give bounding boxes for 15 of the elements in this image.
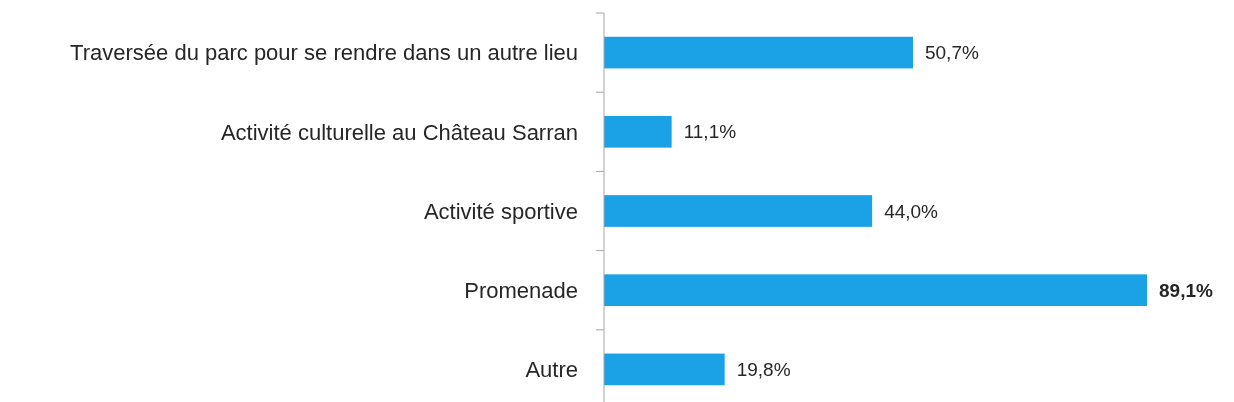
bar <box>604 115 672 148</box>
bar <box>604 274 1147 307</box>
y-tick-label: Activité sportive <box>423 198 578 224</box>
y-tick-label: Promenade <box>464 277 578 303</box>
data-label: 89,1% <box>1159 279 1213 301</box>
bar <box>604 195 873 227</box>
bar <box>604 353 725 386</box>
data-label: 50,7% <box>924 42 979 64</box>
y-tick-label: Autre <box>525 357 578 383</box>
data-label: 19,8% <box>736 359 791 381</box>
y-tick-label: Activité culturelle au Château Sarran <box>220 119 578 145</box>
bar <box>604 36 913 69</box>
data-label: 11,1% <box>683 121 737 143</box>
y-tick-label: Traversée du parc pour se rendre dans un autre lieu <box>70 40 578 66</box>
data-label: 44,0% <box>884 200 939 222</box>
